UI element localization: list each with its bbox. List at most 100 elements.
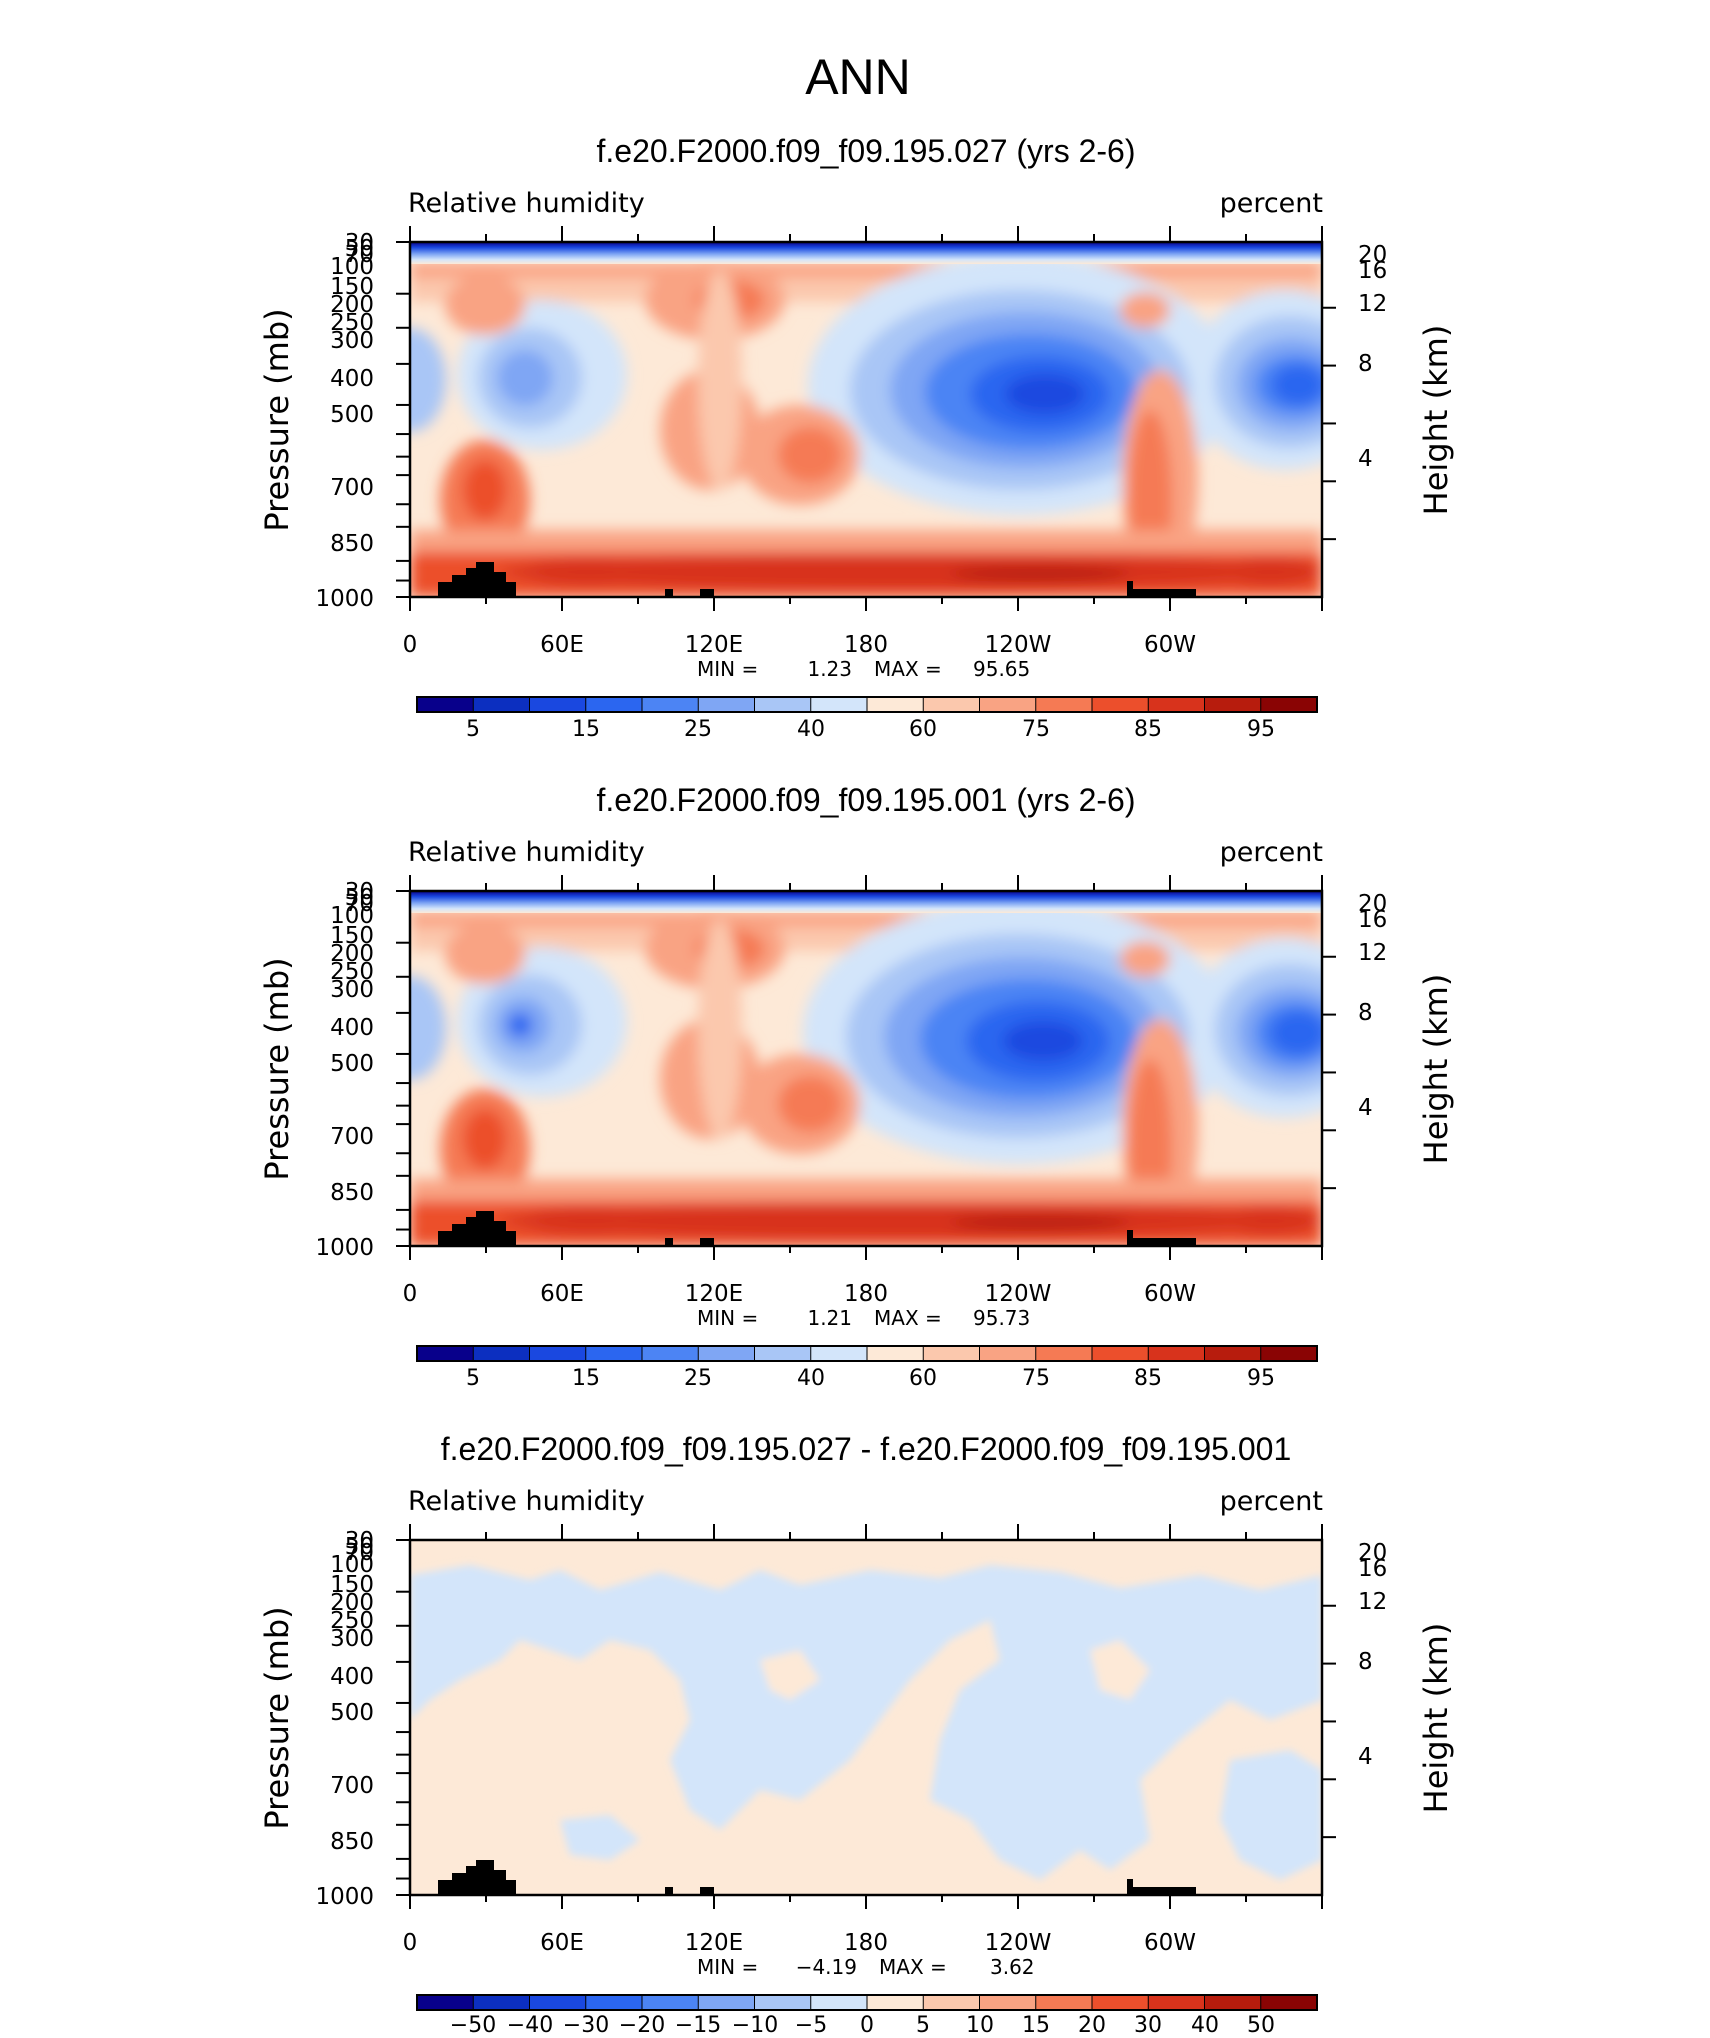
panel-3: f.e20.F2000.f09_f09.195.027 - f.e20.F200… [258,1431,1455,2038]
x-tick-label: 60W [1144,1930,1196,1956]
y-tick-label: 300 [330,328,374,354]
colorbar-swatch [754,1995,812,2010]
x-tick-label: 60W [1144,632,1196,658]
min-label: MIN = [697,657,758,681]
x-tick-label: 0 [403,632,418,658]
colorbar-swatch [642,1995,699,2010]
y-tick-label: 100 [330,903,374,929]
height-tick-label: 16 [1358,907,1387,933]
colorbar-swatch [1148,1346,1206,1361]
y-tick-label: 50 [345,236,374,262]
colorbar-label: 85 [1134,1366,1162,1391]
colorbar-swatch [810,1995,868,2010]
contour-field [410,1540,1322,1895]
colorbar-label: −30 [563,2013,609,2038]
colorbar-label: 5 [916,2013,930,2038]
x-tick-label: 0 [403,1930,418,1956]
y-axis-label-right: Height (km) [1417,325,1455,516]
variable-label: Relative humidity [408,1486,645,1517]
height-tick-label: 20 [1358,891,1387,917]
panel-1: f.e20.F2000.f09_f09.195.027 (yrs 2-6) Re… [258,133,1455,742]
y-tick-label: 400 [330,366,374,392]
colorbar-label: 40 [797,1366,825,1391]
x-tick-label: 120E [685,632,743,658]
panel-2: f.e20.F2000.f09_f09.195.001 (yrs 2-6) Re… [258,782,1455,1391]
colorbar-swatch [979,697,1037,712]
colorbar-swatch [1260,1346,1318,1361]
y-tick-label: 1000 [315,586,374,612]
y-tick-label: 30 [345,879,374,905]
y-axis-label: Pressure (mb) [258,1606,296,1829]
min-label: MIN = [697,1306,758,1330]
colorbar-swatch [810,697,868,712]
y-tick-label: 200 [330,941,374,967]
colorbar-swatch [923,1995,981,2010]
x-tick-label: 120W [985,1281,1052,1307]
colorbar-label: 20 [1078,2013,1106,2038]
colorbar-swatch [698,1346,756,1361]
axis-tick-marks [396,226,1336,1909]
colorbar-label: 75 [1022,717,1050,742]
x-tick-label: 180 [844,1281,888,1307]
y-tick-label: 850 [330,531,374,557]
colorbar [416,696,1318,713]
height-tick-label: 16 [1358,1556,1387,1582]
max-label: MAX = [879,1955,947,1979]
colorbar-swatch [529,697,587,712]
y-tick-label: 850 [330,1180,374,1206]
y-tick-label: 500 [330,1700,374,1726]
colorbar-label: 50 [1247,2013,1275,2038]
y-tick-label: 250 [330,310,374,336]
colorbar-swatch [529,1346,587,1361]
y-axis-label-right: Height (km) [1417,1623,1455,1814]
height-tick-label: 16 [1358,258,1387,284]
x-tick-label: 60E [540,632,584,658]
colorbar-swatch [867,697,924,712]
colorbar-label: 85 [1134,717,1162,742]
colorbar-label: 75 [1022,1366,1050,1391]
units-label: percent [1220,188,1323,219]
y-axis-label-right: Height (km) [1417,974,1455,1165]
y-tick-label: 100 [330,254,374,280]
colorbar-swatch [473,697,531,712]
variable-label: Relative humidity [408,188,645,219]
colorbar-swatch [698,1995,756,2010]
y-tick-label: 1000 [315,1884,374,1910]
height-tick-label: 12 [1358,940,1387,966]
colorbar-swatch [1148,1995,1206,2010]
min-value: 1.21 [807,1306,852,1330]
colorbar-label: 40 [797,717,825,742]
y-tick-label: 700 [330,1773,374,1799]
colorbar-swatch [867,1995,924,2010]
panel-title: f.e20.F2000.f09_f09.195.027 (yrs 2-6) [596,133,1135,169]
colorbar-swatch [585,697,643,712]
colorbar-swatch [585,1346,643,1361]
colorbar-label: 95 [1247,717,1275,742]
height-tick-label: 20 [1358,1540,1387,1566]
y-tick-label: 70 [345,242,374,268]
colorbar-swatch [979,1995,1037,2010]
max-label: MAX = [874,1306,942,1330]
max-label: MAX = [874,657,942,681]
y-tick-label: 850 [330,1829,374,1855]
x-tick-label: 180 [844,1930,888,1956]
colorbar-swatch [642,1346,699,1361]
colorbar-label: −5 [795,2013,827,2038]
height-tick-label: 20 [1358,242,1387,268]
colorbar-swatch [1092,1346,1149,1361]
colorbar-label: 15 [1022,2013,1050,2038]
colorbar-swatch [417,1346,474,1361]
y-tick-label: 700 [330,1124,374,1150]
colorbar-swatch [1204,1995,1262,2010]
height-tick-label: 8 [1358,351,1373,377]
colorbar-label: −20 [619,2013,665,2038]
colorbar-label: −15 [675,2013,721,2038]
x-tick-label: 120W [985,1930,1052,1956]
y-tick-label: 200 [330,1590,374,1616]
y-tick-label: 500 [330,1051,374,1077]
colorbar-swatch [923,1346,981,1361]
y-tick-label: 500 [330,402,374,428]
y-tick-label: 200 [330,292,374,318]
y-tick-label: 250 [330,1608,374,1634]
